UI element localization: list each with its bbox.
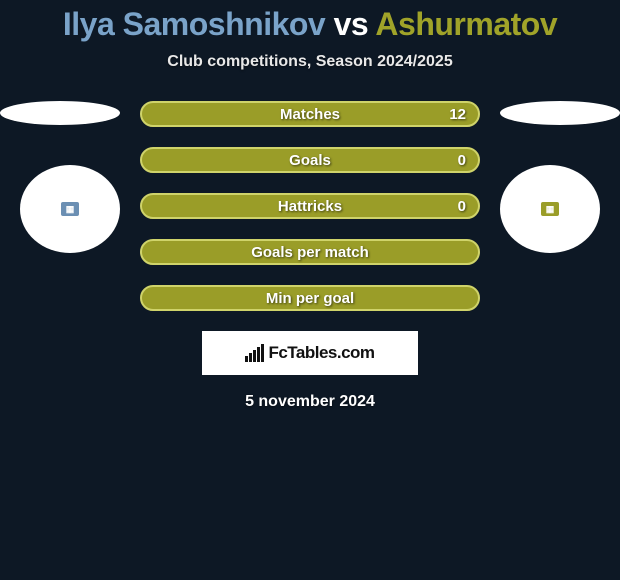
vs-text: vs (334, 6, 369, 42)
stat-bars: Matches 12 Goals 0 Hattricks 0 Goals per… (140, 101, 480, 311)
stat-label: Goals (289, 152, 331, 169)
comparison-arena: ▦ ▦ Matches 12 Goals 0 Hattricks 0 Goals… (0, 101, 620, 311)
player1-name: Ilya Samoshnikov (63, 6, 325, 42)
stat-value: 0 (458, 152, 466, 169)
date-label: 5 november 2024 (0, 393, 620, 411)
page-title: Ilya Samoshnikov vs Ashurmatov (0, 0, 620, 43)
stat-value: 12 (449, 106, 466, 123)
player1-platform-oval (0, 101, 120, 125)
stat-bar-matches: Matches 12 (140, 101, 480, 127)
logo-text: FcTables.com (268, 343, 374, 363)
player2-platform-oval (500, 101, 620, 125)
fctables-logo[interactable]: FcTables.com (202, 331, 418, 375)
stat-bar-goals: Goals 0 (140, 147, 480, 173)
stat-value: 0 (458, 198, 466, 215)
stat-label: Matches (280, 106, 340, 123)
stat-bar-goals-per-match: Goals per match (140, 239, 480, 265)
player2-avatar-circle: ▦ (500, 165, 600, 253)
stat-label: Goals per match (251, 244, 369, 261)
stat-bar-hattricks: Hattricks 0 (140, 193, 480, 219)
subtitle: Club competitions, Season 2024/2025 (0, 53, 620, 71)
player1-avatar-circle: ▦ (20, 165, 120, 253)
player2-badge-icon: ▦ (541, 202, 559, 216)
player1-badge-icon: ▦ (61, 202, 79, 216)
stat-label: Hattricks (278, 198, 342, 215)
player2-name: Ashurmatov (375, 6, 557, 42)
stat-bar-min-per-goal: Min per goal (140, 285, 480, 311)
logo-chart-icon (245, 344, 264, 362)
stat-label: Min per goal (266, 290, 354, 307)
